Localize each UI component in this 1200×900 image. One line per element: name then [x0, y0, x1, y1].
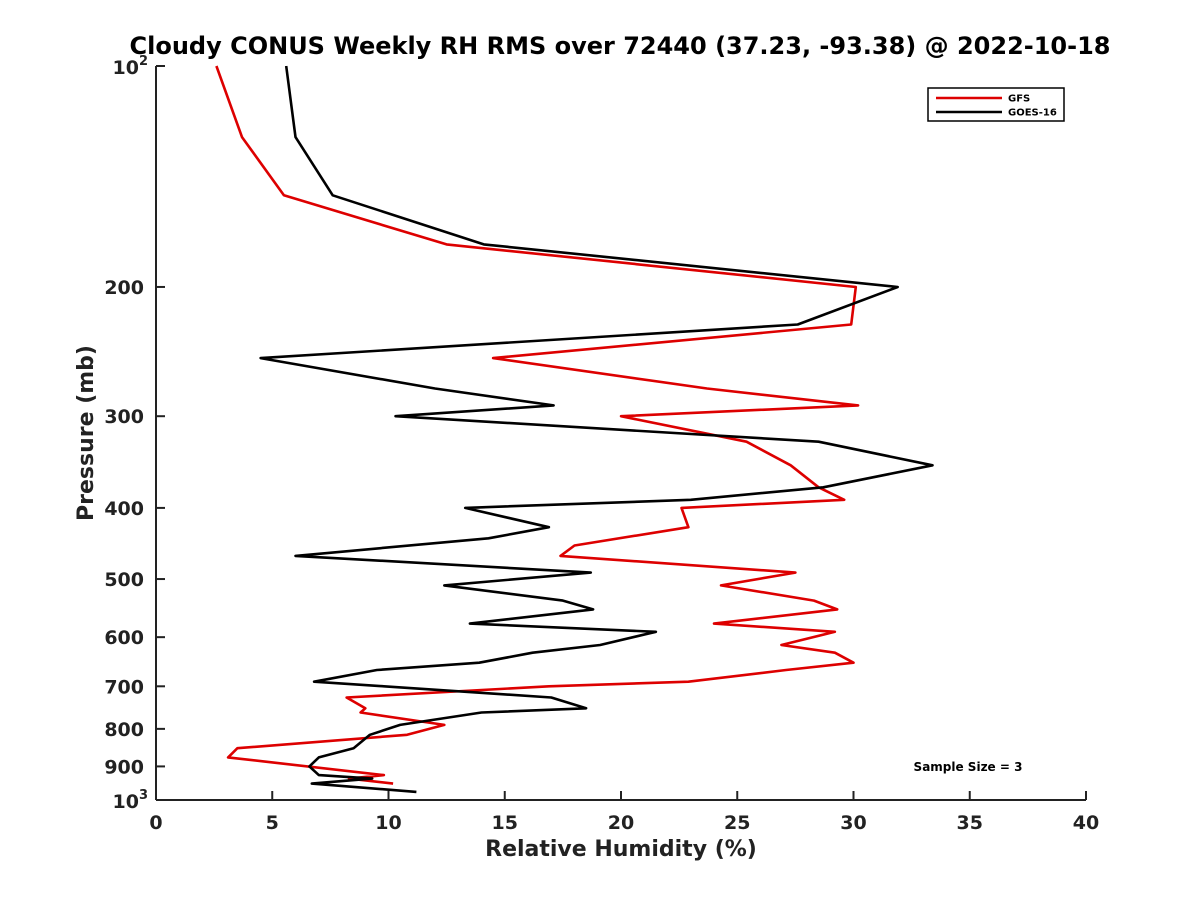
y-tick-label: 500: [104, 569, 144, 591]
series-line-gfs: [215, 65, 860, 785]
plot-lines: [215, 65, 934, 794]
legend-label-gfs: GFS: [1008, 94, 1030, 105]
x-tick-label: 10: [375, 812, 401, 834]
y-tick-label: 300: [104, 406, 144, 428]
x-tick-label: 15: [492, 812, 518, 834]
x-axis-label: Relative Humidity (%): [485, 837, 757, 862]
x-tick-label: 35: [957, 812, 983, 834]
y-axis-label: Pressure (mb): [74, 345, 99, 521]
x-ticks: 0 5 10 15 20 25 30 35 40: [149, 791, 1099, 834]
legend-label-goes16: GOES-16: [1008, 108, 1057, 119]
y-tick-label: 200: [104, 277, 144, 299]
y-tick-label: 600: [104, 627, 144, 649]
y-tick-label: 800: [104, 719, 144, 741]
legend: GFS GOES-16: [927, 87, 1065, 122]
x-tick-label: 25: [724, 812, 750, 834]
y-tick-label: 400: [104, 498, 144, 520]
sample-size-annotation: Sample Size = 3: [914, 760, 1023, 774]
x-tick-label: 5: [266, 812, 279, 834]
y-tick-label: 700: [104, 676, 144, 698]
legend-box: [927, 87, 1065, 122]
x-tick-label: 40: [1073, 812, 1099, 834]
x-tick-label: 30: [840, 812, 866, 834]
y-tick-label-exp: 102: [113, 54, 149, 79]
series-line-goes16: [259, 65, 934, 794]
y-ticks: 200 300 400 500 600 700 800 900 102 103: [104, 54, 165, 813]
x-tick-label: 0: [149, 812, 162, 834]
y-tick-label-exp: 103: [113, 788, 149, 813]
chart-title: Cloudy CONUS Weekly RH RMS over 72440 (3…: [130, 32, 1111, 60]
y-tick-label: 900: [104, 756, 144, 778]
x-tick-label: 20: [608, 812, 634, 834]
